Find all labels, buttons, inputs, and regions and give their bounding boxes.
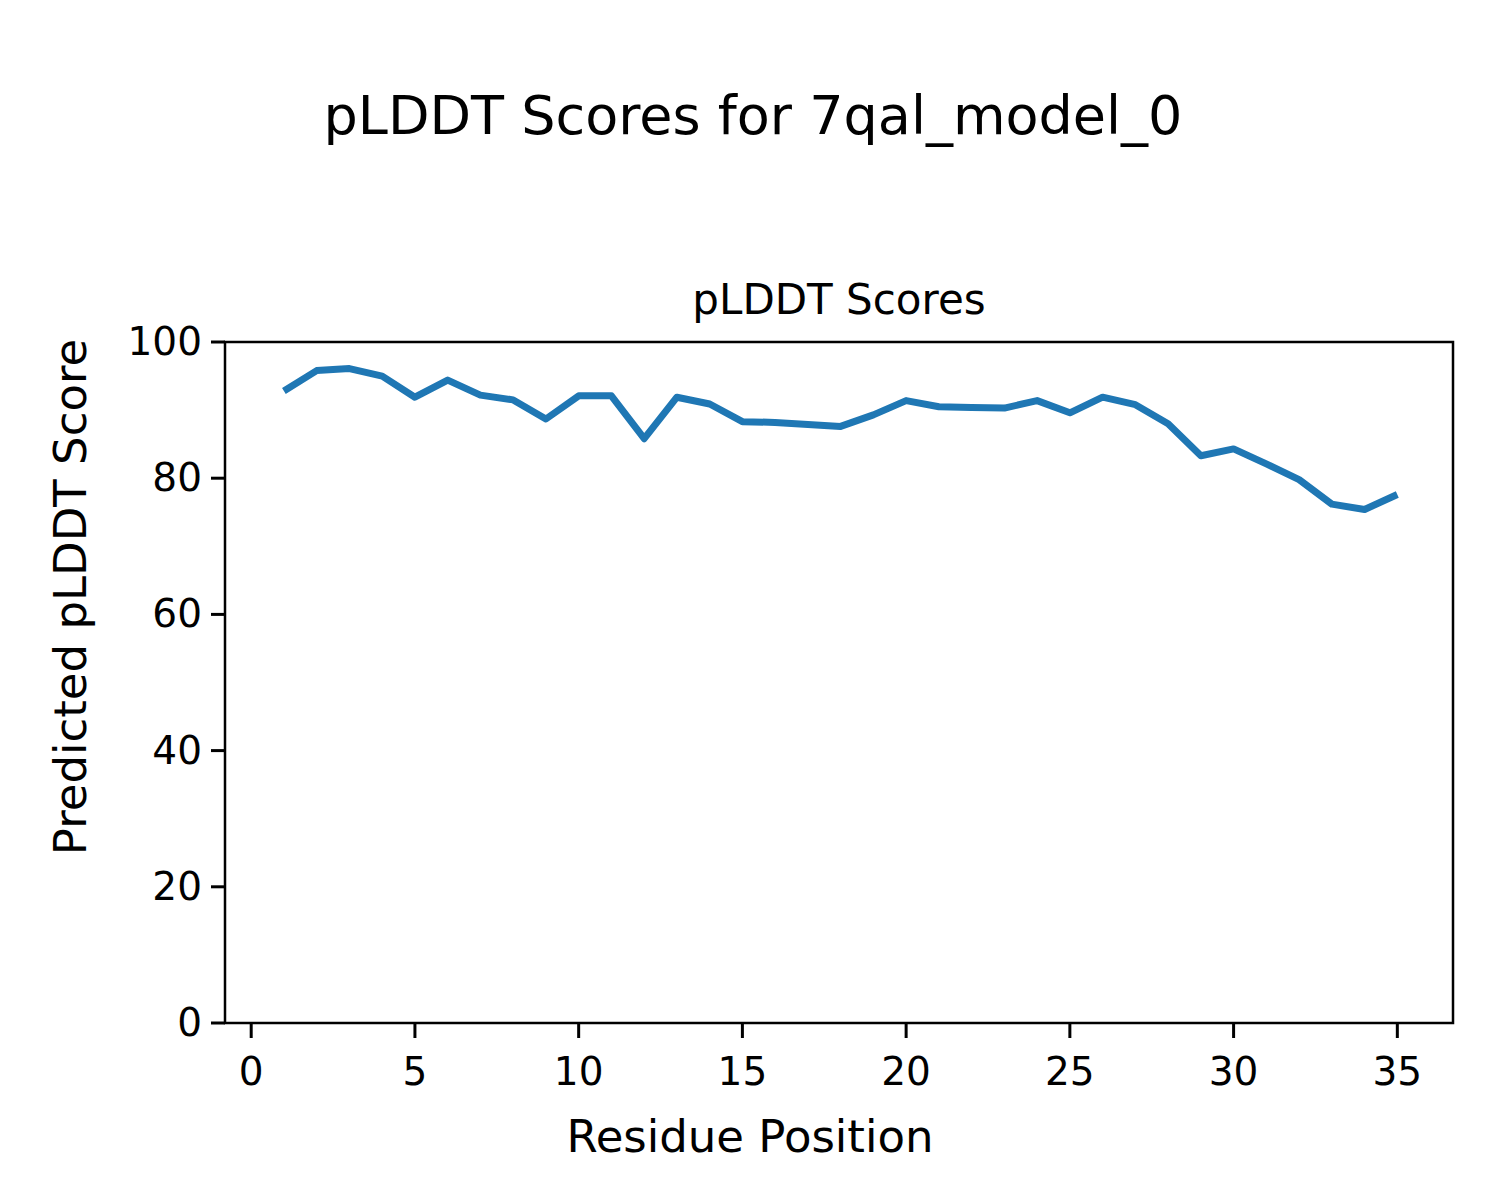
axes-title: pLDDT Scores xyxy=(692,275,985,324)
axes-frame-group xyxy=(225,342,1453,1023)
y-tick-label: 40 xyxy=(152,728,202,773)
y-tick-label: 100 xyxy=(128,319,202,364)
y-tick-label: 20 xyxy=(152,864,202,909)
x-tick-label: 5 xyxy=(403,1049,428,1094)
plot-line xyxy=(284,369,1397,510)
y-axis-label: Predicted pLDDT Score xyxy=(44,339,97,855)
y-tick-label: 60 xyxy=(152,591,202,636)
x-tick-label: 30 xyxy=(1209,1049,1259,1094)
x-tick-label: 10 xyxy=(554,1049,604,1094)
x-tick-label: 15 xyxy=(718,1049,768,1094)
y-tick-label: 0 xyxy=(177,1000,202,1045)
axes-spines xyxy=(225,342,1453,1023)
x-tick-label: 25 xyxy=(1045,1049,1095,1094)
x-tick-label: 0 xyxy=(239,1049,264,1094)
plddt-figure: 0 5 10 15 20 25 30 35 0 20 40 60 80 100 pLDDT Scores… xyxy=(0,0,1500,1200)
plot-svg: 0 5 10 15 20 25 30 35 0 20 40 60 80 100 pLDDT Scores… xyxy=(0,0,1500,1200)
figure-title: pLDDT Scores for 7qal_model_0 xyxy=(324,84,1183,147)
x-axis-label: Residue Position xyxy=(566,1110,933,1163)
y-ticks-group: 0 20 40 60 80 100 xyxy=(128,319,225,1045)
x-tick-label: 35 xyxy=(1373,1049,1423,1094)
x-ticks-group: 0 5 10 15 20 25 30 35 xyxy=(239,1023,1422,1094)
x-tick-label: 20 xyxy=(881,1049,931,1094)
series-group xyxy=(284,369,1397,510)
y-tick-label: 80 xyxy=(152,455,202,500)
